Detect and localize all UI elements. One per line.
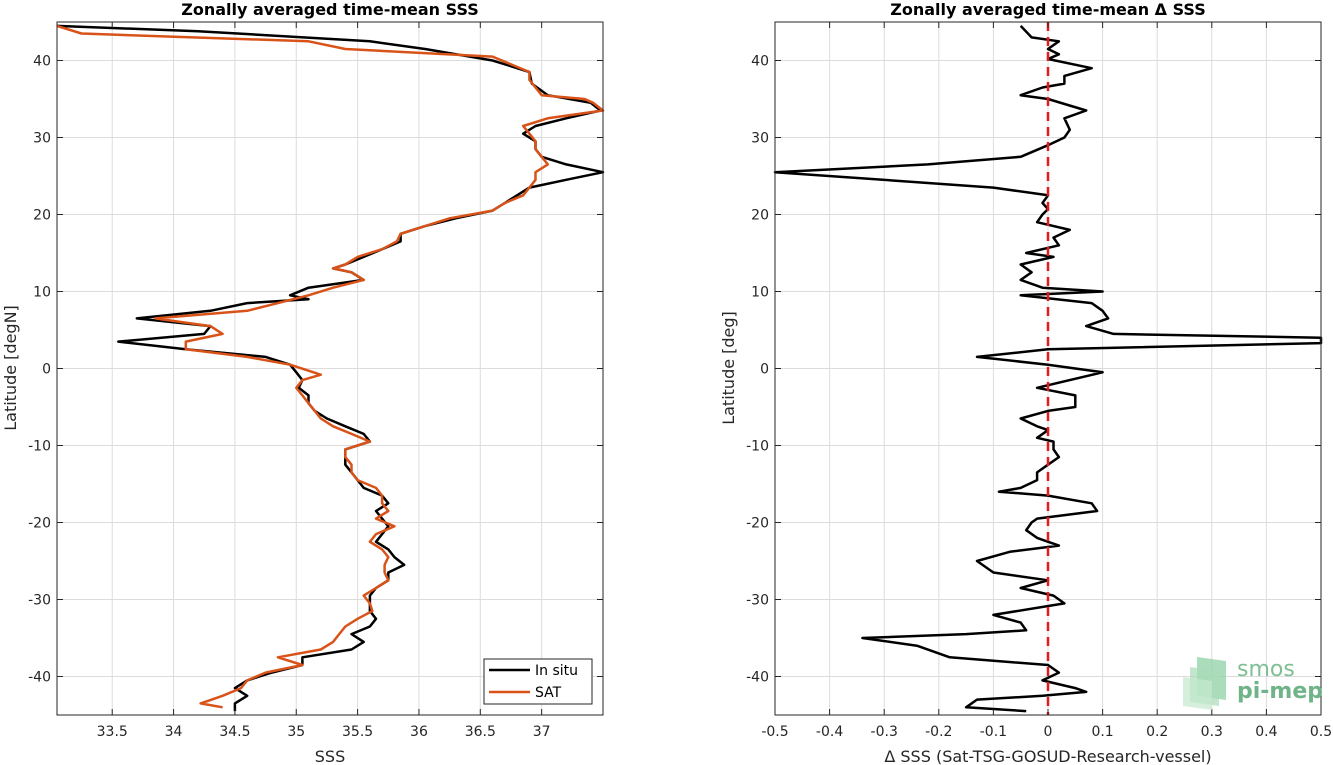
right-chart-y-tick-label: 10 [751,285,769,301]
left-chart-y-tick-label: 20 [33,208,51,224]
right-chart-x-tick-label: -0.2 [925,724,952,740]
left-chart-x-axis-label: SSS [315,747,345,765]
legend-label-sat: SAT [535,685,562,701]
left-chart-x-tick-label: 35 [287,724,305,740]
left-chart-x-tick-label: 35.5 [342,724,373,740]
smos-pi-mep-logo: smos pi-mep [1183,657,1323,710]
right-chart-series-delta-sss-line [773,25,1323,713]
left-chart-series-sat-line [56,24,605,709]
left-chart-y-tick-label: 0 [42,362,51,378]
right-chart-x-tick-label: 0.1 [1091,724,1113,740]
left-chart-grid [57,22,603,715]
right-chart-x-tick-label: 0 [1044,724,1053,740]
left-chart-y-tick-label: -30 [28,593,51,609]
left-chart-panel: 33.5 34 34.5 35 35.5 36 36.5 37 40 30 20 10 0 -10 -20 -… [1,0,605,765]
left-chart-title: Zonally averaged time-mean SSS [181,0,479,19]
left-chart-x-tick-label: 34 [165,724,183,740]
right-chart-x-tick-label: 0.5 [1310,724,1332,740]
right-chart-y-tick-label: 20 [751,208,769,224]
logo-text-pi-mep: pi-mep [1237,679,1323,704]
right-chart-x-axis-label: Δ SSS (Sat-TSG-GOSUD-Research-vessel) [884,747,1211,765]
left-chart-x-tick-label: 36.5 [465,724,496,740]
right-chart-x-tick-label: -0.4 [816,724,843,740]
left-chart-y-tick-label: 10 [33,285,51,301]
right-chart-y-axis-label: Latitude [deg] [719,311,738,425]
legend-label-in-situ: In situ [535,663,578,679]
right-chart-y-tick-label: -40 [746,670,769,686]
left-chart-x-tick-label: 34.5 [219,724,250,740]
right-chart-x-tick-label: 0.2 [1146,724,1168,740]
right-chart-x-tick-label: -0.1 [980,724,1007,740]
right-chart-y-tick-label: 0 [760,362,769,378]
right-chart-y-tick-label: 30 [751,131,769,147]
right-chart-y-tick-label: 40 [751,54,769,70]
left-chart-y-tick-label: -20 [28,516,51,532]
right-chart-panel: -0.5 -0.4 -0.3 -0.2 -0.1 0 0.1 0.2 0.3 0.4 0.5 40 30… [719,0,1332,765]
right-chart-y-tick-label: -20 [746,516,769,532]
left-chart-y-tick-label: -10 [28,439,51,455]
legend: In situ SAT [483,658,593,705]
left-chart-series [56,24,605,712]
left-chart-x-tick-label: 37 [533,724,551,740]
left-chart-y-tick-label: 30 [33,131,51,147]
right-chart-y-tick-label: -30 [746,593,769,609]
right-chart-x-tick-label: -0.3 [871,724,898,740]
left-chart-y-tick-label: -40 [28,670,51,686]
right-chart-title: Zonally averaged time-mean Δ SSS [890,0,1206,19]
logo-text-smos: smos [1237,657,1295,682]
legend-box [483,658,593,705]
right-chart-x-tick-label: -0.5 [761,724,788,740]
right-chart-ticks: -0.5 -0.4 -0.3 -0.2 -0.1 0 0.1 0.2 0.3 0.4 0.5 40 30… [746,22,1332,740]
left-chart-ticks: 33.5 34 34.5 35 35.5 36 36.5 37 40 30 20 10 0 -10 -20 -… [28,22,603,740]
left-chart-y-axis-label: Latitude [degN] [1,305,20,431]
right-chart-y-tick-label: -10 [746,439,769,455]
right-chart-x-tick-label: 0.4 [1255,724,1277,740]
right-chart-series [773,22,1323,715]
right-chart-x-tick-label: 0.3 [1201,724,1223,740]
left-chart-x-tick-label: 33.5 [97,724,128,740]
left-chart-x-tick-label: 36 [410,724,428,740]
left-chart-y-tick-label: 40 [33,54,51,70]
